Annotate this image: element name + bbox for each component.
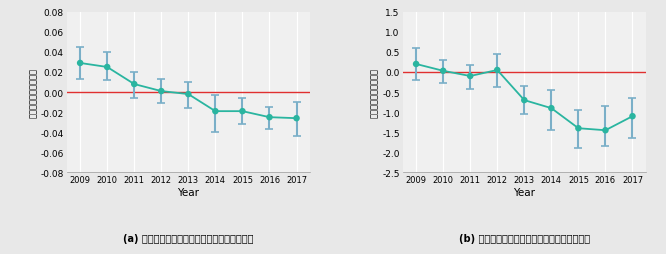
Point bbox=[237, 110, 248, 114]
Point bbox=[600, 129, 611, 133]
Point bbox=[102, 66, 113, 70]
Point bbox=[75, 62, 85, 66]
Point bbox=[438, 70, 448, 74]
Y-axis label: 回帰分析の係数推定値: 回帰分析の係数推定値 bbox=[29, 68, 38, 118]
X-axis label: Year: Year bbox=[513, 187, 535, 197]
Point bbox=[291, 117, 302, 121]
Point bbox=[465, 75, 476, 79]
Point bbox=[264, 116, 275, 120]
Point bbox=[183, 93, 194, 97]
Text: (b) 国内宿泊需要から外国人宿泊需要への影響: (b) 国内宿泊需要から外国人宿泊需要への影響 bbox=[459, 233, 590, 244]
Point bbox=[573, 127, 583, 131]
Y-axis label: 回帰分析の係数推定値: 回帰分析の係数推定値 bbox=[370, 68, 380, 118]
Point bbox=[156, 90, 166, 94]
Point bbox=[492, 69, 503, 73]
X-axis label: Year: Year bbox=[177, 187, 199, 197]
Point bbox=[129, 83, 140, 87]
Point bbox=[411, 63, 422, 67]
Point bbox=[627, 115, 638, 119]
Point bbox=[519, 99, 529, 103]
Text: (a) 外国人宿泊需要から国内宿泊需要への影響: (a) 外国人宿泊需要から国内宿泊需要への影響 bbox=[123, 233, 254, 244]
Point bbox=[546, 107, 557, 111]
Point bbox=[210, 110, 220, 114]
